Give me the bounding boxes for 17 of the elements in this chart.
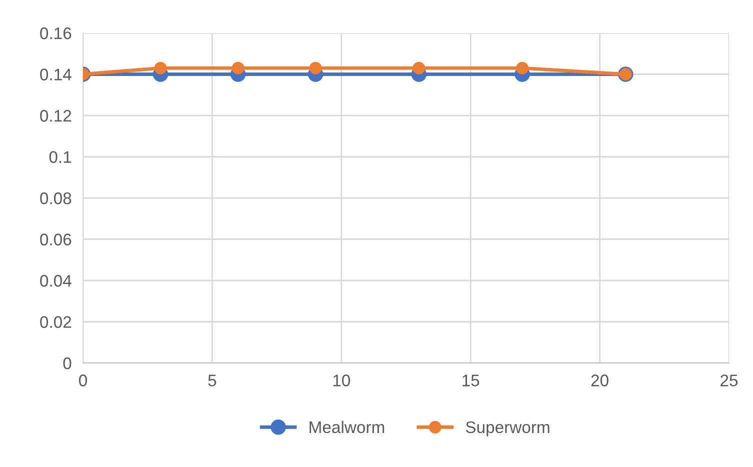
y-tick-label: 0.02: [40, 316, 72, 328]
x-tick-label: 5: [208, 374, 216, 386]
x-tick-label: 20: [591, 374, 608, 386]
y-tick-label: 0.1: [49, 151, 72, 163]
x-tick-label: 25: [720, 374, 738, 386]
x-tick-label: 10: [333, 374, 350, 386]
y-tick-label: 0.12: [40, 110, 72, 122]
y-tick-label: 0.16: [40, 27, 72, 40]
legend-label: Superworm: [466, 421, 550, 436]
legend-label: Mealworm: [310, 420, 384, 434]
y-tick-label: 0.06: [40, 234, 72, 246]
y-tick-label: 0.14: [40, 68, 72, 80]
y-tick-label: 0: [63, 357, 72, 370]
x-tick-label: 15: [462, 374, 480, 386]
y-tick-label: 0.08: [40, 192, 72, 204]
x-tick-label: 0: [79, 374, 87, 386]
y-tick-label: 0.04: [40, 274, 72, 287]
